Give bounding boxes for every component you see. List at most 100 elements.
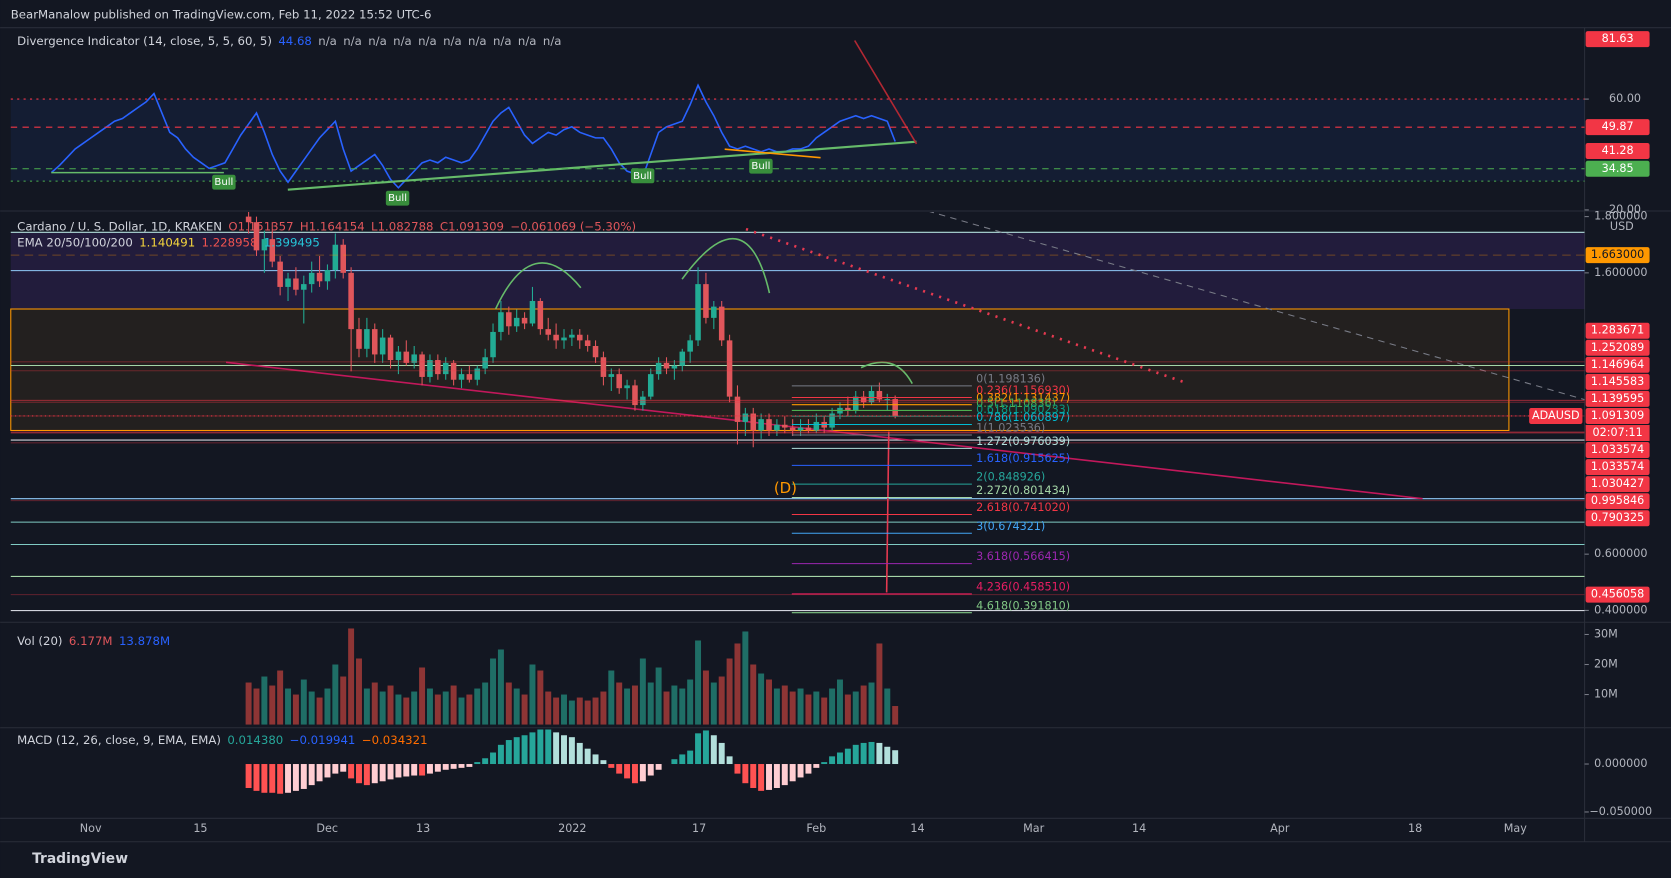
candle-body [348, 272, 354, 330]
candle-body [703, 284, 709, 318]
rsi-tick-label: 20.00 [1609, 203, 1641, 216]
macd-bar [450, 764, 457, 769]
price-level-label-bg [1585, 493, 1650, 510]
price-level-label: 0.790325 [1591, 511, 1644, 524]
time-tick-label: Nov [80, 822, 102, 835]
macd-bar [631, 764, 638, 784]
macd-bar [679, 754, 686, 765]
legend-item: Vol (20) [17, 634, 62, 648]
candle-body [608, 374, 615, 377]
macd-bar [758, 764, 765, 791]
volume-bar [245, 682, 252, 725]
volume-bar [647, 682, 654, 725]
macd-bar [387, 764, 394, 780]
legend-item: 6.177M [69, 634, 113, 648]
rsi-plot [50, 83, 896, 189]
fib-label: 2.272(0.801434) [976, 484, 1070, 497]
fib-label: 3.618(0.566415) [976, 550, 1070, 563]
candle-body [482, 357, 488, 369]
price-tick-label: 0.600000 [1594, 547, 1647, 560]
macd-bar [316, 764, 323, 782]
price-level-label: 0.995846 [1591, 494, 1644, 507]
legend-item: −0.061069 (−5.30%) [510, 219, 636, 233]
macd-bar [568, 737, 575, 765]
candle-body [868, 391, 875, 403]
candle-body [324, 270, 331, 282]
volume-bar [836, 679, 843, 725]
footer-logo: TradingView [32, 851, 128, 867]
candle-body [734, 396, 741, 422]
candle-body [742, 413, 749, 422]
fib-label: 0.786(1.060897) [976, 411, 1070, 424]
macd-bar [892, 750, 899, 765]
candle-body [308, 272, 315, 285]
candle-body [766, 419, 772, 431]
macd-bar [655, 764, 662, 770]
volume-bar [576, 697, 583, 725]
macd-bar [797, 764, 804, 778]
legend-item: Divergence Indicator (14, close, 5, 5, 6… [17, 34, 272, 48]
candle-body [789, 427, 796, 431]
volume-bar [505, 682, 512, 725]
legend-item: n/a [343, 34, 362, 48]
legend-item: 44.68 [278, 34, 312, 48]
macd-bar [695, 733, 702, 765]
legend-item: n/a [518, 34, 537, 48]
candle-body [521, 317, 528, 324]
volume-bar [734, 643, 741, 725]
candle-body [632, 385, 638, 406]
price-level-label-bg [1585, 339, 1650, 356]
volume-bar [655, 667, 662, 725]
candle-body [687, 340, 693, 352]
volume-bar [395, 694, 402, 725]
volume-bar [450, 685, 457, 725]
candle-body [545, 329, 552, 335]
candle-body [758, 419, 764, 431]
volume-bar [403, 697, 410, 725]
price-level-label-bg [1585, 586, 1650, 603]
fib-label: 2.618(0.741020) [976, 501, 1070, 514]
volume-bar [363, 688, 370, 725]
price-level-label-bg [1585, 407, 1650, 424]
candle-body [261, 239, 268, 251]
rsi-level-label: 81.63 [1602, 32, 1634, 45]
price-level-label-bg [1585, 356, 1650, 373]
macd-bar [726, 756, 733, 765]
bull-signal-bg [630, 168, 655, 184]
volume-bar [253, 688, 260, 725]
volume-bar [868, 682, 875, 725]
legend-item: n/a [443, 34, 462, 48]
candle-body [340, 244, 346, 273]
candle-body [750, 413, 757, 431]
macd-bar [876, 742, 883, 765]
fib-label: 4.236(0.458510) [976, 581, 1070, 594]
candle-body [371, 329, 378, 355]
volume-bar [639, 658, 646, 725]
legend-item: n/a [468, 34, 487, 48]
candle-body [411, 354, 417, 363]
volume-bar [813, 691, 820, 725]
volume-bar [490, 658, 497, 725]
candle-body [561, 337, 567, 341]
pane-frames [0, 27, 1671, 843]
macd-bar [702, 730, 709, 765]
price-level-label-bg [1585, 373, 1650, 390]
time-tick-label: Mar [1023, 822, 1044, 835]
macd-bar [773, 764, 780, 788]
macd-bar [766, 764, 772, 790]
volume-bar [671, 685, 678, 725]
volume-bar [497, 649, 504, 725]
rsi-level-label: 34.85 [1602, 162, 1634, 175]
candle-body [892, 399, 898, 416]
volume-bar [371, 682, 378, 725]
time-tick-label: Feb [806, 822, 826, 835]
price-level-label-bg [1585, 476, 1650, 493]
candle-body [884, 399, 891, 401]
countdown: 02:07:11 [1593, 426, 1643, 439]
legend-item: Cardano / U. S. Dollar, 1D, KRAKEN [17, 219, 222, 233]
price-level-label-bg [1585, 510, 1650, 527]
price-level-label: 1.139595 [1591, 392, 1644, 405]
candle-body [655, 362, 662, 375]
